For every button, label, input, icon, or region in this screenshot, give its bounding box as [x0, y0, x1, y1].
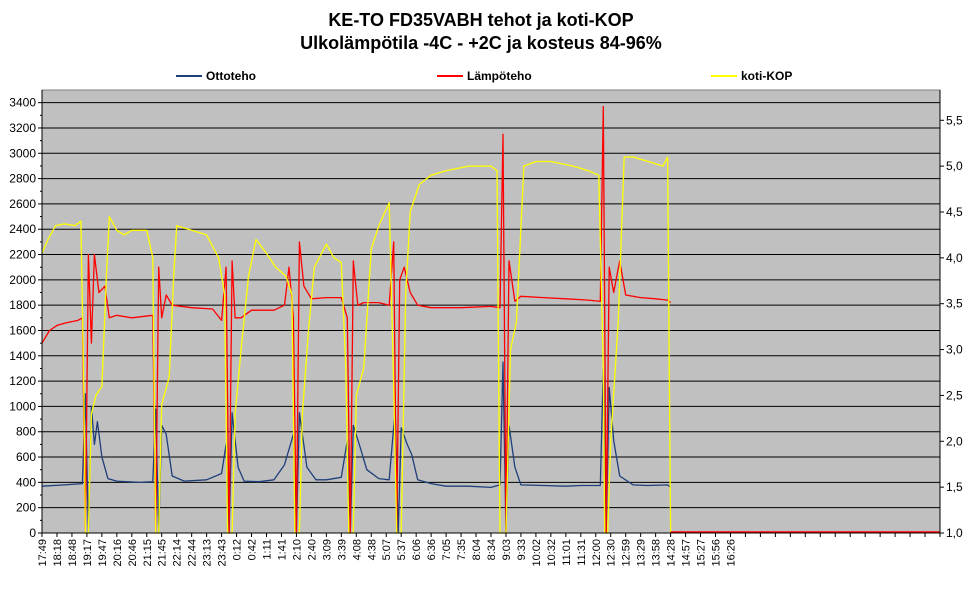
- x-tick-label: 10:02: [531, 539, 543, 567]
- y2-tick-label: 1,0: [946, 526, 963, 540]
- y2-tick-label: 3,5: [946, 297, 963, 311]
- chart-legend: Ottoteho Lämpöteho koti-KOP: [176, 69, 792, 83]
- y-tick-label: 2200: [9, 248, 36, 262]
- x-tick-label: 15:27: [696, 539, 708, 567]
- x-tick-label: 10:32: [546, 539, 558, 567]
- series-line-ottoteho: [41, 361, 672, 534]
- x-tick-label: 23:13: [202, 539, 214, 567]
- x-tick-label: 4:38: [366, 539, 378, 560]
- x-tick-label: 8:34: [486, 539, 498, 560]
- x-tick-label: 13:58: [651, 539, 663, 567]
- x-tick-label: 12:59: [621, 539, 633, 567]
- x-tick-label: 21:15: [142, 539, 154, 567]
- x-tick-label: 14:28: [666, 539, 678, 567]
- x-tick-label: 12:00: [591, 539, 603, 567]
- x-tick-label: 16:26: [725, 539, 737, 567]
- y-tick-label: 0: [29, 526, 36, 540]
- y2-tick-label: 2,5: [946, 388, 963, 402]
- x-tick-label: 17:49: [37, 539, 49, 567]
- x-tick-label: 20:16: [112, 539, 124, 567]
- x-tick-label: 9:33: [516, 539, 528, 560]
- x-tick-label: 4:08: [351, 539, 363, 560]
- y-tick-label: 3400: [9, 96, 36, 110]
- y-tick-label: 3200: [9, 121, 36, 135]
- x-tick-label: 22:14: [172, 539, 184, 567]
- x-tick-label: 6:36: [426, 539, 438, 560]
- x-tick-label: 2:10: [291, 539, 303, 560]
- y-tick-label: 200: [16, 501, 36, 515]
- x-tick-label: 5:07: [381, 539, 393, 560]
- x-tick-label: 11:31: [576, 539, 588, 566]
- y-tick-label: 2600: [9, 197, 36, 211]
- x-tick-label: 22:44: [187, 539, 199, 567]
- chart-title-line: KE-TO FD35VABH tehot ja koti-KOP: [328, 10, 633, 30]
- x-tick-label: 3:39: [336, 539, 348, 560]
- y-tick-label: 1400: [9, 349, 36, 363]
- data-series: [41, 105, 940, 534]
- x-tick-label: 7:05: [441, 539, 453, 560]
- legend-label: koti-KOP: [741, 69, 792, 83]
- y-tick-label: 1000: [9, 399, 36, 413]
- y-tick-label: 800: [16, 425, 36, 439]
- y-tick-label: 2400: [9, 222, 36, 236]
- y2-tick-label: 4,5: [946, 205, 963, 219]
- y2-tick-label: 3,0: [946, 343, 963, 357]
- gridlines: [42, 102, 940, 509]
- legend-label: Ottoteho: [206, 69, 256, 83]
- y-tick-label: 2800: [9, 172, 36, 186]
- axes: 0 200 400 600 800 1000 1200 1400 1600 1800 2000 220…: [9, 90, 963, 567]
- y2-tick-label: 4,0: [946, 251, 963, 265]
- x-tick-label: 7:35: [456, 539, 468, 560]
- y-tick-label: 1600: [9, 323, 36, 337]
- x-tick-label: 12:30: [606, 539, 618, 567]
- y-tick-label: 400: [16, 475, 36, 489]
- x-tick-label: 9:03: [501, 539, 513, 560]
- series-line-koti-kop: [41, 156, 672, 534]
- y2-tick-label: 1,5: [946, 480, 963, 494]
- x-tick-label: 23:43: [217, 539, 229, 567]
- x-tick-label: 1:11: [262, 539, 274, 560]
- x-tick-label: 14:57: [681, 539, 693, 567]
- x-tick-label: 21:45: [157, 539, 169, 567]
- y-tick-label: 600: [16, 450, 36, 464]
- x-tick-label: 20:46: [127, 539, 139, 567]
- legend-label: Lämpöteho: [467, 69, 532, 83]
- y-tick-label: 1200: [9, 374, 36, 388]
- x-tick-label: 19:17: [82, 539, 94, 567]
- y-tick-label: 3000: [9, 146, 36, 160]
- x-tick-label: 19:47: [97, 539, 109, 567]
- y-tick-label: 2000: [9, 273, 36, 287]
- x-tick-label: 2:40: [306, 539, 318, 560]
- y-tick-label: 1800: [9, 298, 36, 312]
- x-tick-label: 1:41: [276, 539, 288, 560]
- x-tick-label: 3:09: [321, 539, 333, 560]
- x-tick-label: 8:04: [471, 539, 483, 560]
- series-line-l-mp-teho: [41, 105, 672, 534]
- x-tick-label: 15:56: [711, 539, 723, 567]
- x-tick-label: 0:42: [247, 539, 259, 560]
- y2-tick-label: 2,0: [946, 434, 963, 448]
- y2-tick-label: 5,0: [946, 159, 963, 173]
- x-tick-label: 0:12: [232, 539, 244, 560]
- plot-area: [41, 89, 941, 534]
- x-tick-label: 13:29: [636, 539, 648, 567]
- chart-title: KE-TO FD35VABH tehot ja koti-KOP Ulkolämp…: [300, 10, 662, 53]
- x-tick-label: 11:01: [561, 539, 573, 566]
- x-tick-label: 6:06: [411, 539, 423, 560]
- x-tick-label: 5:37: [396, 539, 408, 560]
- chart-title-line: Ulkolämpötila -4C - +2C ja kosteus 84-96…: [300, 33, 662, 53]
- y2-tick-label: 5,5: [946, 113, 963, 127]
- x-tick-label: 18:18: [52, 539, 64, 567]
- x-tick-label: 18:48: [67, 539, 79, 567]
